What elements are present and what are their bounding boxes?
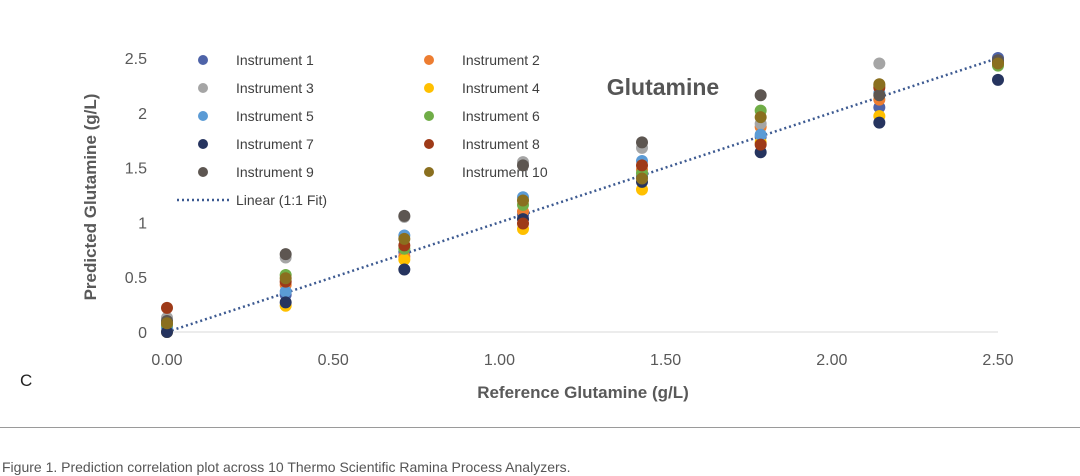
data-point bbox=[992, 57, 1004, 70]
data-point bbox=[517, 159, 530, 172]
x-tick-label: 1.00 bbox=[484, 352, 515, 369]
legend-label: Instrument 1 bbox=[236, 52, 314, 68]
legend: Instrument 1 Instrument 2 Instrument 3 Inst… bbox=[177, 52, 548, 208]
legend-label: Instrument 3 bbox=[236, 80, 314, 96]
x-tick-label: 2.50 bbox=[982, 352, 1013, 369]
legend-marker bbox=[424, 139, 434, 149]
data-point bbox=[161, 326, 173, 338]
scatter-chart: Glutamine Reference Glutamine (g/L) Pred… bbox=[81, 51, 1014, 402]
legend-label: Instrument 10 bbox=[462, 164, 548, 180]
x-tick-label: 1.50 bbox=[650, 352, 681, 369]
panel-label: C bbox=[20, 371, 33, 390]
x-axis-label: Reference Glutamine (g/L) bbox=[477, 383, 689, 402]
legend-marker bbox=[424, 55, 434, 65]
data-point bbox=[398, 263, 411, 276]
data-point bbox=[398, 253, 411, 266]
legend-label: Instrument 2 bbox=[462, 52, 540, 68]
legend-label: Linear (1:1 Fit) bbox=[236, 192, 327, 208]
data-point bbox=[992, 73, 1004, 86]
legend-marker bbox=[424, 83, 434, 93]
y-tick-label: 2 bbox=[138, 106, 147, 123]
data-point bbox=[279, 248, 292, 261]
legend-marker bbox=[198, 111, 208, 121]
legend-marker bbox=[424, 167, 434, 177]
data-point bbox=[754, 138, 767, 151]
data-point bbox=[754, 89, 767, 102]
data-point bbox=[754, 128, 767, 141]
legend-marker bbox=[424, 111, 434, 121]
y-tick-label: 1.5 bbox=[125, 161, 147, 178]
legend-label: Instrument 6 bbox=[462, 108, 540, 124]
data-point bbox=[873, 116, 886, 129]
data-point bbox=[635, 172, 648, 185]
x-tick-label: 2.00 bbox=[816, 352, 847, 369]
x-tick-label: 0.00 bbox=[151, 352, 182, 369]
data-point bbox=[635, 136, 648, 149]
data-point bbox=[873, 57, 886, 70]
data-point bbox=[398, 232, 411, 245]
y-tick-label: 2.5 bbox=[125, 51, 147, 68]
y-tick-label: 1 bbox=[138, 215, 147, 232]
data-point bbox=[279, 272, 292, 285]
legend-marker bbox=[198, 83, 208, 93]
data-point bbox=[754, 111, 767, 124]
data-point bbox=[635, 159, 648, 172]
legend-marker bbox=[198, 139, 208, 149]
data-point bbox=[398, 209, 411, 222]
legend-label: Instrument 8 bbox=[462, 136, 540, 152]
data-point bbox=[279, 296, 292, 309]
legend-label: Instrument 7 bbox=[236, 136, 314, 152]
y-axis-label: Predicted Glutamine (g/L) bbox=[81, 94, 100, 301]
data-point bbox=[161, 301, 173, 314]
legend-label: Instrument 9 bbox=[236, 164, 314, 180]
data-point bbox=[517, 194, 530, 207]
data-point bbox=[873, 78, 886, 91]
legend-label: Instrument 4 bbox=[462, 80, 540, 96]
x-tick-label: 0.50 bbox=[318, 352, 349, 369]
data-point bbox=[517, 217, 530, 230]
legend-marker bbox=[198, 55, 208, 65]
data-point bbox=[873, 89, 886, 102]
y-tick-label: 0.5 bbox=[125, 270, 147, 287]
legend-marker bbox=[198, 167, 208, 177]
divider bbox=[0, 427, 1080, 428]
data-point bbox=[279, 285, 292, 298]
figure-caption: Figure 1. Prediction correlation plot ac… bbox=[2, 459, 571, 475]
legend-label: Instrument 5 bbox=[236, 108, 314, 124]
fit-line bbox=[166, 56, 999, 334]
chart-title: Glutamine bbox=[607, 74, 719, 100]
y-tick-label: 0 bbox=[138, 325, 147, 342]
data-point bbox=[161, 317, 173, 330]
